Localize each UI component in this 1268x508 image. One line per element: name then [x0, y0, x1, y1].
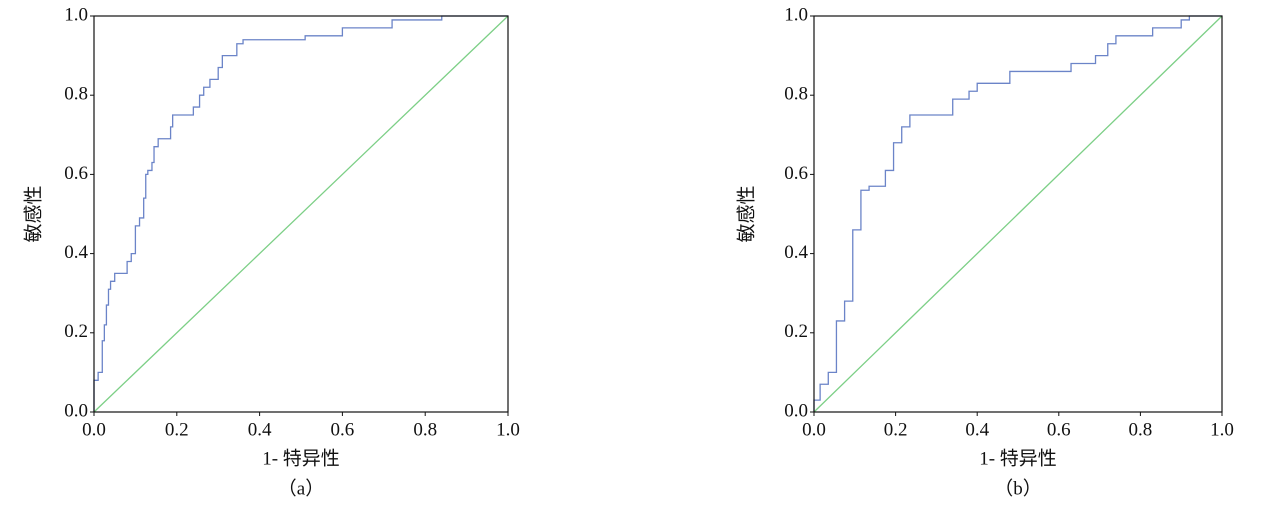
x-tick-label: 0.8 — [1129, 419, 1153, 440]
y-tick-label: 0.2 — [64, 321, 88, 342]
roc-line — [813, 15, 1223, 413]
x-tick-label: 1.0 — [496, 419, 520, 440]
x-tick-label: 0.0 — [802, 419, 826, 440]
caption: （a） — [278, 477, 324, 499]
y-tick-label: 1.0 — [784, 4, 808, 25]
y-tick-label: 0.4 — [64, 242, 88, 263]
y-tick-label: 0.6 — [64, 163, 88, 184]
x-tick-label: 0.6 — [1047, 419, 1071, 440]
x-tick-label: 0.2 — [884, 419, 908, 440]
x-tick-label: 1.0 — [1210, 419, 1234, 440]
y-tick-label: 0.6 — [784, 163, 808, 184]
y-tick-label: 1.0 — [64, 4, 88, 25]
y-tick-label: 0.0 — [64, 400, 88, 421]
y-tick-label: 0.0 — [784, 400, 808, 421]
y-tick-label: 0.8 — [784, 84, 808, 105]
y-tick-label: 0.4 — [784, 242, 808, 263]
plot-frame — [813, 15, 1223, 413]
plot-frame — [93, 15, 509, 413]
y-tick-label: 0.2 — [784, 321, 808, 342]
x-axis-label: 1- 特异性 — [979, 447, 1057, 469]
x-tick-label: 0.6 — [331, 419, 355, 440]
x-tick-label: 0.4 — [965, 419, 989, 440]
caption: （b） — [994, 477, 1042, 499]
x-tick-label: 0.0 — [82, 419, 106, 440]
x-tick-label: 0.4 — [248, 419, 272, 440]
x-tick-label: 0.2 — [165, 419, 189, 440]
x-axis-label: 1- 特异性 — [262, 447, 340, 469]
roc-line — [93, 15, 509, 413]
roc-line — [93, 15, 508, 412]
y-axis-label: 敏感性 — [735, 185, 757, 242]
y-axis-label: 敏感性 — [22, 185, 44, 242]
roc-line — [813, 15, 1222, 412]
x-tick-label: 0.8 — [413, 419, 437, 440]
y-tick-label: 0.8 — [64, 84, 88, 105]
